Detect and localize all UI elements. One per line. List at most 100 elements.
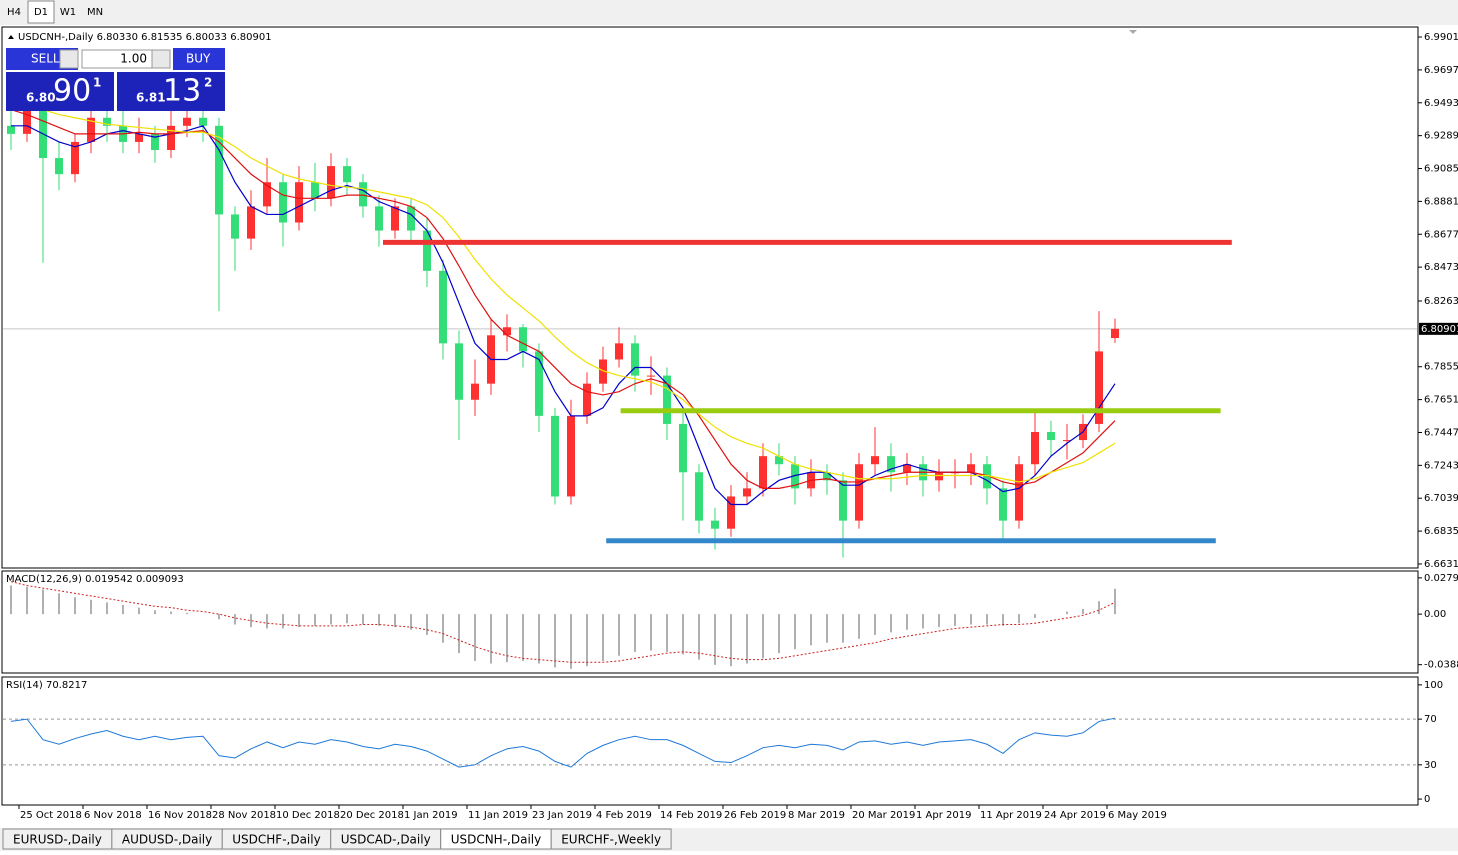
y-tick-label: 6.82630: [1424, 296, 1458, 307]
ask-point: 2: [204, 76, 212, 90]
timeframe-tab[interactable]: [55, 1, 81, 23]
candle-body: [55, 158, 63, 175]
timeframe-tab[interactable]: [82, 1, 108, 23]
candle-body: [231, 214, 239, 239]
candle-body: [439, 270, 447, 344]
y-tick-label: 6.86770: [1424, 229, 1458, 240]
candle-body: [103, 117, 111, 126]
candle-body: [1095, 351, 1103, 424]
y-tick-label: 6.68350: [1424, 526, 1458, 537]
rsi-panel: [1, 676, 1419, 806]
candle-body: [711, 520, 719, 529]
moving-average: [10, 109, 1116, 489]
candle-body: [279, 182, 287, 223]
x-tick-label: 10 Dec 2018: [276, 810, 340, 821]
y-tick-label: 6.94930: [1424, 98, 1458, 109]
timeframe-label: H4: [7, 7, 21, 18]
timeframe-label: D1: [34, 7, 48, 18]
buy-label: BUY: [186, 52, 211, 66]
macd-panel: [1, 570, 1419, 674]
ask-pips: 13: [163, 74, 201, 109]
candle-body: [503, 327, 511, 336]
candle-body: [855, 464, 863, 521]
y-tick-label: 6.99010: [1424, 32, 1458, 43]
timeframe-tab[interactable]: [1, 1, 27, 23]
candle-body: [871, 456, 879, 465]
candle-body: [567, 415, 575, 497]
candle-body: [391, 206, 399, 231]
candle-body: [71, 141, 79, 175]
candle-body: [311, 182, 319, 199]
candle-body: [247, 206, 255, 239]
symbol-tab[interactable]: [550, 828, 672, 850]
candle-body: [647, 375, 655, 377]
candle-body: [823, 472, 831, 481]
macd-title: MACD(12,26,9) 0.019542 0.009093: [6, 574, 184, 585]
candle-body: [471, 383, 479, 400]
x-tick-label: 11 Jan 2019: [468, 810, 528, 821]
ask-box[interactable]: [117, 72, 225, 111]
x-tick-label: 23 Jan 2019: [532, 810, 592, 821]
x-tick-label: 6 Nov 2018: [84, 810, 142, 821]
rsi-line: [10, 717, 1116, 768]
price-tag-label: 6.80901: [1421, 324, 1458, 335]
y-tick-label: 100: [1424, 680, 1443, 691]
moving-average: [11, 125, 1116, 506]
lot-up[interactable]: [151, 49, 171, 69]
x-tick-label: 28 Nov 2018: [212, 810, 276, 821]
y-tick-label: 6.84730: [1424, 262, 1458, 273]
y-tick-label: 6.74470: [1424, 427, 1458, 438]
candle-body: [535, 351, 543, 416]
candle-body: [551, 415, 559, 497]
candle-body: [455, 343, 463, 400]
macd-signal: [10, 581, 1116, 663]
candle-body: [887, 456, 895, 473]
candle-body: [1047, 431, 1055, 441]
buy-button[interactable]: [173, 48, 225, 70]
symbol-tab-label: USDCNH-,Daily: [451, 833, 542, 847]
candle-body: [1111, 328, 1119, 339]
candle-body: [663, 375, 671, 424]
lot-down[interactable]: [59, 49, 79, 69]
y-tick-label: 6.70390: [1424, 493, 1458, 504]
candle-body: [935, 472, 943, 481]
candle-body: [615, 343, 623, 360]
x-tick-label: 11 Apr 2019: [980, 810, 1042, 821]
y-tick-label: 6.72430: [1424, 460, 1458, 471]
y-tick-label: 6.88810: [1424, 196, 1458, 207]
chart-title: USDCNH-,Daily 6.80330 6.81535 6.80033 6.…: [18, 32, 272, 43]
rsi-title: RSI(14) 70.8217: [6, 680, 87, 691]
y-tick-label: 0: [1424, 794, 1430, 805]
bid-pips: 90: [53, 74, 91, 109]
candle-body: [679, 423, 687, 473]
x-tick-label: 1 Jan 2019: [404, 810, 458, 821]
timeframe-label: W1: [60, 7, 76, 18]
candle-body: [23, 109, 31, 134]
candle-body: [375, 206, 383, 231]
candle-body: [423, 230, 431, 271]
y-tick-label: 6.66310: [1424, 559, 1458, 570]
trade-panel: SELL 1.00 BUY 6.80 90 1 6.81 13 2: [6, 48, 225, 111]
x-tick-label: 25 Oct 2018: [20, 810, 82, 821]
candle-body: [183, 117, 191, 126]
candle-body: [1031, 431, 1039, 465]
collapse-icon[interactable]: [8, 35, 14, 39]
candle-body: [263, 182, 271, 207]
timeframe-label: MN: [87, 7, 103, 18]
bid-box[interactable]: [6, 72, 114, 111]
candle-body: [135, 133, 143, 142]
bid-big: 6.80: [26, 91, 56, 105]
candle-body: [1015, 464, 1023, 521]
bid-point: 1: [93, 76, 101, 90]
symbol-tab-label: AUDUSD-,Daily: [122, 833, 212, 847]
price-tag: [1419, 322, 1458, 335]
candle-body: [199, 117, 207, 126]
candle-body: [519, 327, 527, 352]
candle-body: [599, 359, 607, 384]
toolbar: [0, 0, 1458, 25]
x-tick-label: 6 May 2019: [1108, 810, 1167, 821]
candle-body: [343, 166, 351, 183]
timeframe-tab[interactable]: [27, 0, 55, 24]
